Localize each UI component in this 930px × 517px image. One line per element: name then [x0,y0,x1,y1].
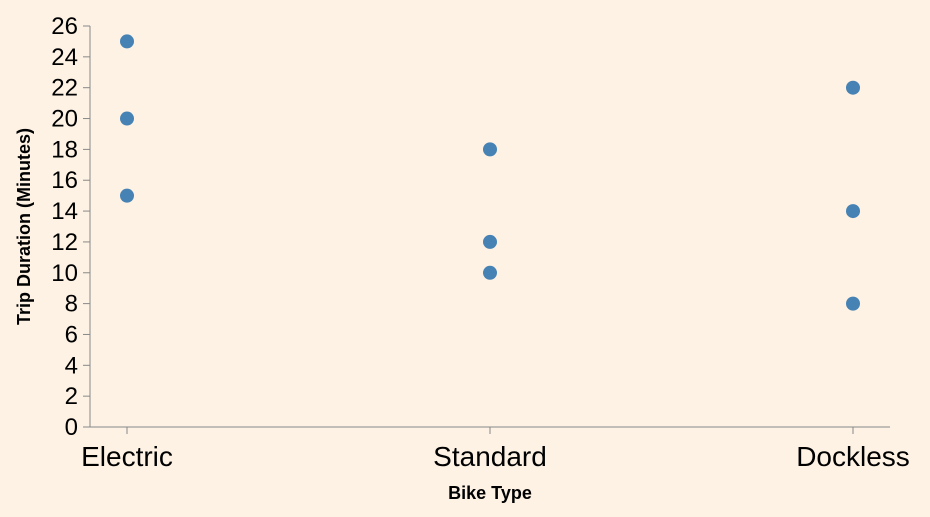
y-tick-label: 2 [65,383,78,410]
y-tick-label: 24 [51,44,78,71]
y-tick-label: 12 [51,229,78,256]
data-point [120,34,134,49]
y-tick-label: 10 [51,260,78,287]
y-tick-label: 18 [51,136,78,163]
x-axis-title: Bike Type [448,483,532,503]
data-point [483,265,497,280]
x-tick-label: Electric [81,441,173,472]
data-point [483,234,497,249]
y-tick-label: 16 [51,167,78,194]
data-point [846,204,860,219]
data-point [120,111,134,126]
data-point [846,296,860,311]
y-tick-label: 6 [65,321,78,348]
y-tick-label: 14 [51,198,78,225]
y-tick-label: 22 [51,75,78,102]
x-axis: Electric Standard Dockless [81,426,910,472]
data-points [120,34,860,311]
y-tick-label: 0 [65,414,78,441]
y-tick-label: 4 [65,352,78,379]
y-tick-label: 8 [65,291,78,318]
data-point [483,142,497,157]
x-tick-label: Standard [433,441,547,472]
x-tick-label: Dockless [796,441,910,472]
y-tick-label: 20 [51,106,78,133]
data-point [846,80,860,95]
y-tick-label: 26 [51,13,78,40]
data-point [120,188,134,203]
y-axis-title: Trip Duration (Minutes) [14,128,34,325]
